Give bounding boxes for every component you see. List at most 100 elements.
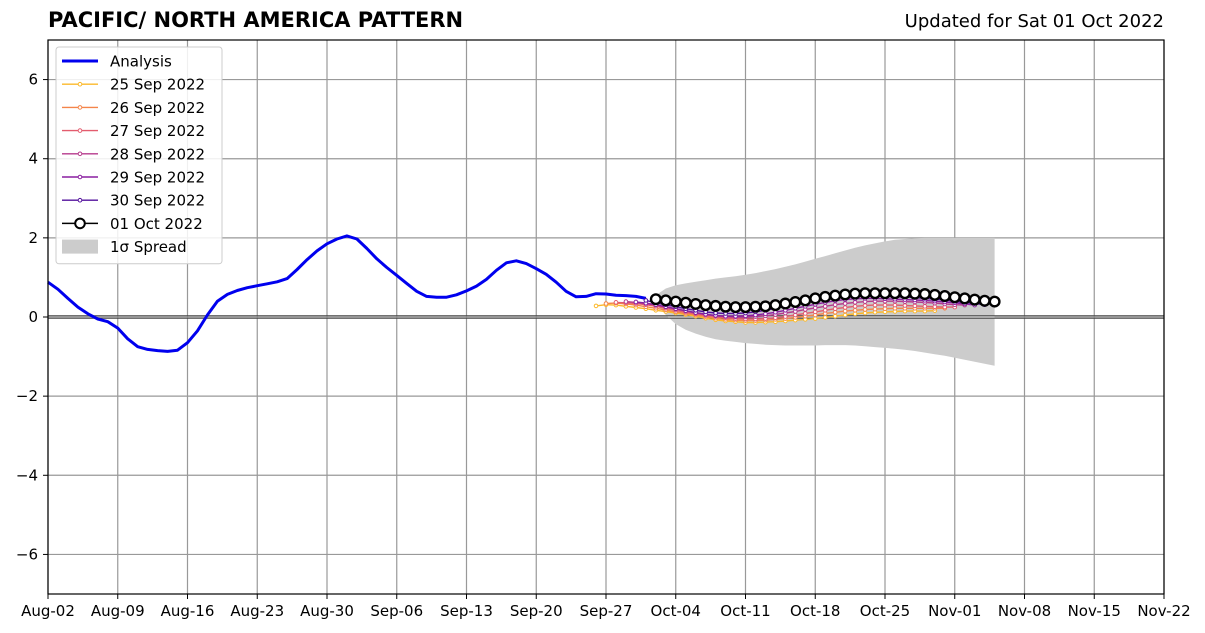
legend-label: 30 Sep 2022 bbox=[110, 192, 205, 210]
series-point-26-sep-2022 bbox=[603, 301, 609, 306]
y-tick-label: 0 bbox=[28, 308, 38, 326]
x-tick-label: Oct-25 bbox=[860, 602, 910, 620]
x-tick-label: Aug-09 bbox=[91, 602, 145, 620]
series-point-26-sep-2022 bbox=[872, 306, 878, 312]
x-tick-label: Nov-22 bbox=[1137, 602, 1190, 620]
legend-marker-25-sep-2022 bbox=[77, 81, 83, 87]
series-point-25-sep-2022 bbox=[822, 315, 828, 320]
series-point-01-oct-2022 bbox=[948, 291, 961, 304]
legend-label: 28 Sep 2022 bbox=[110, 145, 205, 163]
series-point-25-sep-2022 bbox=[862, 310, 868, 316]
legend-box bbox=[55, 46, 223, 265]
series-point-01-oct-2022 bbox=[819, 290, 832, 303]
x-tick-label: Nov-15 bbox=[1068, 602, 1121, 620]
y-tick-label: −2 bbox=[16, 387, 38, 405]
legend-marker-29-sep-2022 bbox=[77, 174, 83, 180]
y-tick-label: 2 bbox=[28, 229, 38, 247]
series-point-28-sep-2022 bbox=[852, 300, 858, 305]
x-tick-label: Aug-30 bbox=[300, 602, 354, 620]
x-tick-label: Oct-11 bbox=[720, 602, 770, 620]
series-point-01-oct-2022 bbox=[968, 293, 981, 306]
x-tick-label: Oct-04 bbox=[651, 602, 701, 620]
series-point-01-oct-2022 bbox=[789, 295, 802, 308]
series-point-01-oct-2022 bbox=[679, 296, 692, 309]
series-point-27-sep-2022 bbox=[912, 303, 918, 309]
series-point-01-oct-2022 bbox=[839, 288, 852, 301]
series-point-01-oct-2022 bbox=[689, 297, 702, 310]
series-point-27-sep-2022 bbox=[802, 311, 808, 316]
series-point-01-oct-2022 bbox=[669, 295, 682, 308]
series-point-01-oct-2022 bbox=[898, 287, 911, 300]
x-tick-label: Aug-16 bbox=[161, 602, 215, 620]
series-point-01-oct-2022 bbox=[649, 293, 662, 306]
series-point-28-sep-2022 bbox=[842, 301, 848, 306]
y-tick-label: 4 bbox=[28, 150, 38, 168]
x-tick-label: Aug-02 bbox=[21, 602, 75, 620]
series-point-25-sep-2022 bbox=[812, 316, 818, 321]
y-tick-label: −4 bbox=[16, 466, 38, 484]
series-point-01-oct-2022 bbox=[849, 287, 862, 300]
series-point-01-oct-2022 bbox=[739, 301, 752, 314]
series-point-27-sep-2022 bbox=[793, 312, 798, 318]
series-line-analysis bbox=[47, 234, 647, 353]
series-point-28-sep-2022 bbox=[822, 304, 828, 309]
series-point-25-sep-2022 bbox=[842, 312, 848, 318]
chart-title: PACIFIC/ NORTH AMERICA PATTERN bbox=[48, 8, 464, 32]
series-point-27-sep-2022 bbox=[922, 304, 928, 309]
series-point-01-oct-2022 bbox=[809, 292, 822, 305]
plot-frame bbox=[47, 39, 1165, 595]
series-point-01-oct-2022 bbox=[958, 292, 971, 305]
series-point-01-oct-2022 bbox=[938, 290, 951, 303]
series-point-01-oct-2022 bbox=[719, 300, 732, 313]
legend-label: 29 Sep 2022 bbox=[110, 169, 205, 187]
series-point-27-sep-2022 bbox=[613, 300, 619, 305]
x-tick-label: Sep-13 bbox=[440, 602, 493, 620]
series-point-01-oct-2022 bbox=[928, 288, 941, 301]
legend-label: 1σ Spread bbox=[110, 238, 187, 256]
series-point-01-oct-2022 bbox=[699, 299, 712, 312]
x-tick-label: Sep-06 bbox=[370, 602, 423, 620]
legend-label: 26 Sep 2022 bbox=[110, 99, 205, 117]
series-point-25-sep-2022 bbox=[852, 311, 858, 317]
series-point-01-oct-2022 bbox=[869, 287, 882, 300]
series-point-01-oct-2022 bbox=[988, 295, 1001, 308]
x-tick-label: Aug-23 bbox=[230, 602, 284, 620]
series-point-27-sep-2022 bbox=[872, 302, 878, 308]
x-tick-label: Nov-01 bbox=[928, 602, 981, 620]
series-point-01-oct-2022 bbox=[779, 297, 792, 310]
series-point-01-oct-2022 bbox=[759, 300, 772, 313]
series-point-27-sep-2022 bbox=[842, 305, 848, 310]
series-point-01-oct-2022 bbox=[859, 287, 872, 300]
x-tick-label: Sep-27 bbox=[580, 602, 633, 620]
series-point-25-sep-2022 bbox=[593, 303, 599, 309]
series-point-27-sep-2022 bbox=[783, 314, 788, 319]
legend-marker-01-oct-2022 bbox=[74, 217, 86, 230]
series-point-01-oct-2022 bbox=[829, 289, 842, 302]
legend-marker-28-sep-2022 bbox=[77, 151, 83, 157]
legend-marker-30-sep-2022 bbox=[77, 197, 83, 203]
y-tick-label: 6 bbox=[28, 71, 38, 89]
legend-swatch-spread bbox=[62, 239, 98, 254]
legend: Analysis 25 Sep 2022 26 Sep 2022 27 Sep 202… bbox=[55, 46, 223, 265]
legend-marker-26-sep-2022 bbox=[77, 105, 83, 110]
series-point-26-sep-2022 bbox=[852, 307, 858, 313]
series-point-28-sep-2022 bbox=[812, 305, 818, 311]
series-point-27-sep-2022 bbox=[882, 302, 888, 308]
series-point-26-sep-2022 bbox=[842, 308, 848, 314]
legend-label: 25 Sep 2022 bbox=[110, 76, 205, 94]
legend-label: Analysis bbox=[110, 53, 172, 71]
series-point-27-sep-2022 bbox=[862, 303, 868, 308]
zero-line bbox=[48, 315, 1164, 319]
x-tick-label: Oct-18 bbox=[790, 602, 840, 620]
series-point-27-sep-2022 bbox=[822, 307, 828, 313]
series-point-27-sep-2022 bbox=[932, 304, 938, 310]
series-point-27-sep-2022 bbox=[812, 309, 818, 315]
series-point-01-oct-2022 bbox=[908, 287, 921, 300]
series-point-26-sep-2022 bbox=[862, 307, 868, 312]
series-point-27-sep-2022 bbox=[852, 304, 858, 309]
updated-date-label: Updated for Sat 01 Oct 2022 bbox=[904, 11, 1164, 32]
series-point-28-sep-2022 bbox=[623, 299, 629, 304]
series-point-26-sep-2022 bbox=[832, 309, 838, 315]
series-point-27-sep-2022 bbox=[892, 302, 898, 308]
